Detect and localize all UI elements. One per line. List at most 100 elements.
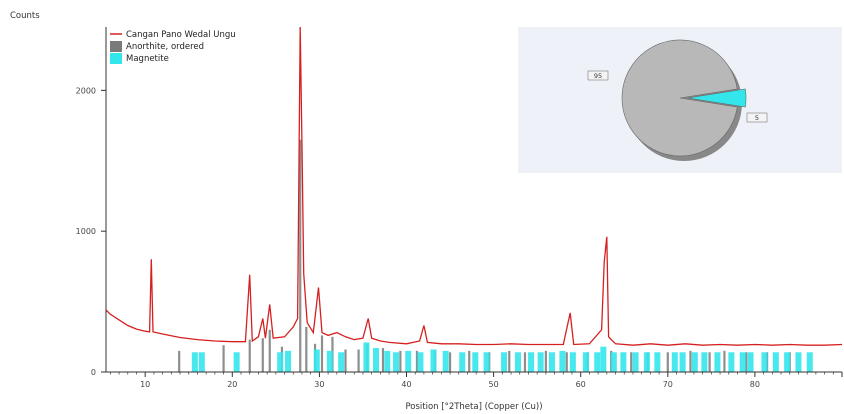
magnetite-peak	[594, 352, 601, 372]
magnetite-peak	[417, 352, 424, 372]
x-tick-label: 50	[489, 380, 499, 389]
magnetite-peak	[643, 352, 650, 372]
anorthite-ordered-peak	[381, 348, 385, 372]
anorthite-ordered-peak	[745, 352, 748, 372]
magnetite-peak	[363, 342, 370, 372]
x-tick-label: 30	[314, 380, 324, 389]
pattern-series-line	[105, 26, 843, 346]
legend-swatch-magnetite	[110, 53, 122, 64]
x-axis-title: Position [°2Theta] (Copper (Cu))	[405, 402, 542, 412]
magnetite-peak	[393, 352, 400, 372]
anorthite-ordered-peak	[178, 350, 181, 372]
magnetite-peak	[373, 348, 380, 372]
pie-value-label-box	[746, 112, 768, 123]
anorthite-ordered-peak	[508, 350, 511, 372]
anorthite-ordered-peak	[248, 339, 251, 372]
pattern-layer	[105, 26, 843, 346]
magnetite-peak	[679, 352, 686, 372]
reference-peaks-layer	[178, 139, 813, 372]
magnetite-peak	[548, 352, 555, 372]
pie-value-label-box	[587, 70, 609, 81]
y-tick-label: 2000	[76, 86, 96, 95]
magnetite-peak	[620, 352, 627, 372]
magnetite-peak	[537, 352, 544, 372]
anorthite-ordered-peak	[415, 350, 419, 372]
x-tick-label: 20	[227, 380, 237, 389]
magnetite-peak	[501, 352, 508, 372]
anorthite-ordered-peak	[344, 349, 347, 372]
magnetite-peak	[569, 352, 576, 372]
anorthite-ordered-peak	[320, 335, 324, 372]
magnetite-peak	[198, 352, 205, 372]
magnetite-peak	[795, 352, 802, 372]
x-tick-label: 10	[140, 380, 150, 389]
anorthite-ordered-peak	[708, 352, 711, 372]
anorthite-ordered-peak	[689, 350, 692, 372]
magnetite-peak	[405, 350, 412, 372]
y-tick-label: 0	[91, 368, 96, 377]
magnetite-peak	[559, 350, 566, 372]
anorthite-ordered-peak	[399, 350, 402, 372]
legend-label-cangan-pano-wedal-ungu: Cangan Pano Wedal Ungu	[126, 30, 236, 40]
magnetite-peak	[728, 352, 735, 372]
magnetite-peak	[610, 352, 617, 372]
magnetite-peak	[483, 352, 490, 372]
magnetite-peak	[739, 352, 746, 372]
pie-slice-anorthite	[621, 39, 738, 157]
anorthite-ordered-peak	[299, 139, 302, 372]
anorthite-ordered-peak	[222, 345, 225, 372]
magnetite-peak	[430, 349, 437, 372]
magnetite-peak	[747, 352, 754, 372]
anorthite-ordered-peak	[448, 352, 452, 372]
magnetite-peak	[384, 350, 391, 372]
magnetite-peak	[191, 352, 198, 372]
magnetite-peak	[784, 352, 791, 372]
magnetite-peak	[472, 352, 479, 372]
magnetite-peak	[671, 352, 678, 372]
magnetite-peak	[313, 349, 320, 372]
x-tick-label: 80	[750, 380, 760, 389]
anorthite-ordered-peak	[666, 352, 669, 372]
legend-swatch-anorthite-ordered	[110, 41, 122, 52]
anorthite-ordered-peak	[523, 352, 527, 372]
anorthite-ordered-peak	[723, 350, 726, 372]
magnetite-peak	[632, 352, 639, 372]
magnetite-peak	[338, 352, 345, 372]
x-tick-label: 70	[663, 380, 673, 389]
magnetite-peak	[528, 352, 535, 372]
magnetite-peak	[691, 352, 698, 372]
magnetite-peak	[654, 352, 661, 372]
magnetite-peak	[326, 350, 333, 372]
anorthite-ordered-peak	[468, 350, 471, 372]
pie-slice-magnetite	[687, 88, 747, 108]
axes-layer: 0 1000 2000 10 20 30 40 50 60 70 80	[76, 27, 843, 389]
legend-background	[108, 28, 264, 74]
magnetite-peak	[459, 352, 466, 372]
legend: Cangan Pano Wedal Ungu Anorthite, ordered…	[108, 28, 264, 74]
pie-chart: 95 5	[587, 39, 768, 161]
magnetite-peak	[761, 352, 768, 372]
anorthite-ordered-peak	[630, 352, 633, 372]
magnetite-peak	[514, 352, 521, 372]
magnetite-peak	[442, 350, 449, 372]
anorthite-ordered-peak	[357, 349, 360, 372]
magnetite-peak	[600, 346, 607, 372]
legend-label-anorthite-ordered: Anorthite, ordered	[126, 42, 204, 52]
magnetite-peak	[772, 352, 779, 372]
legend-label-magnetite: Magnetite	[126, 54, 169, 64]
anorthite-ordered-peak	[305, 326, 308, 372]
y-axis-title: Counts	[10, 11, 40, 21]
magnetite-peak	[806, 352, 813, 372]
magnetite-peak	[701, 352, 708, 372]
anorthite-ordered-peak	[565, 352, 568, 372]
pie-value-label: 5	[755, 114, 759, 122]
y-tick-label: 1000	[76, 227, 96, 236]
magnetite-peak	[714, 352, 721, 372]
anorthite-ordered-peak	[268, 329, 271, 372]
magnetite-peak	[277, 352, 284, 372]
anorthite-ordered-peak	[544, 350, 547, 372]
magnetite-peak	[582, 352, 589, 372]
x-tick-label: 40	[401, 380, 411, 389]
anorthite-ordered-peak	[261, 338, 264, 372]
